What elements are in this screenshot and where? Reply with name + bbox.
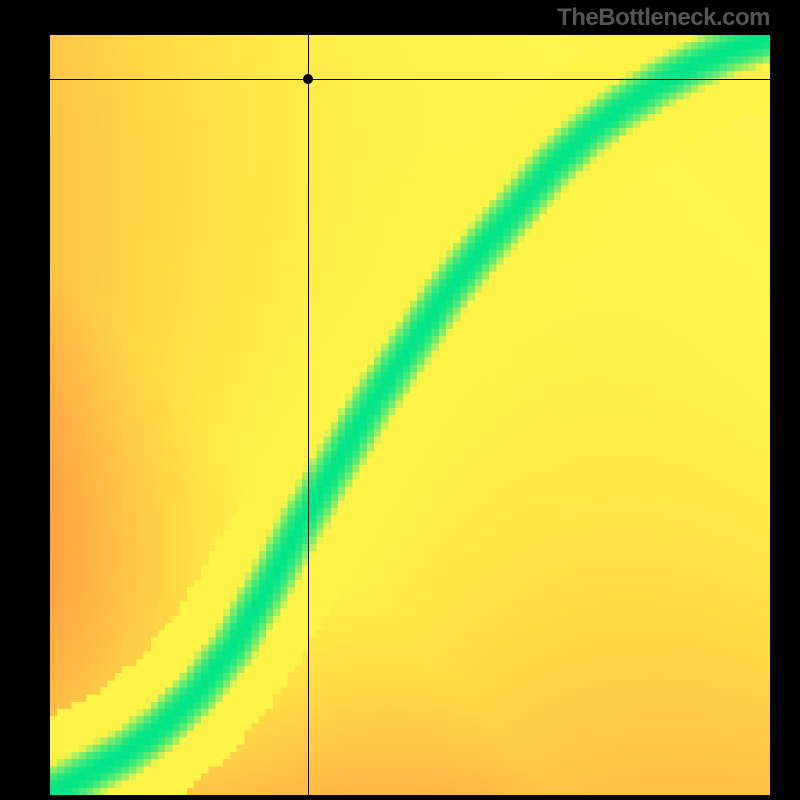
crosshair-marker [303,74,313,84]
crosshair-vertical [308,35,309,795]
crosshair-horizontal [50,79,770,80]
chart-container: TheBottleneck.com [0,0,800,800]
bottleneck-heatmap [50,35,770,795]
watermark-text: TheBottleneck.com [557,4,770,32]
